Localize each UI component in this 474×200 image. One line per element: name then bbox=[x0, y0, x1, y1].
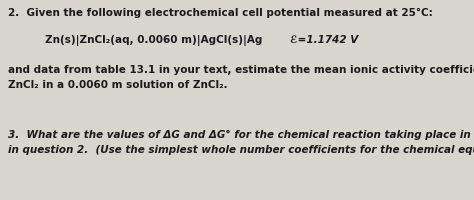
Text: and data from table 13.1 in your text, estimate the mean ionic activity coeffici: and data from table 13.1 in your text, e… bbox=[8, 65, 474, 75]
Text: Zn(s)|ZnCl₂(aq, 0.0060 m)|AgCl(s)|Ag: Zn(s)|ZnCl₂(aq, 0.0060 m)|AgCl(s)|Ag bbox=[45, 35, 263, 46]
Text: ZnCl₂ in a 0.0060 m solution of ZnCl₂.: ZnCl₂ in a 0.0060 m solution of ZnCl₂. bbox=[8, 80, 228, 90]
Text: 3.  What are the values of ΔG and ΔG° for the chemical reaction taking place in : 3. What are the values of ΔG and ΔG° for… bbox=[8, 129, 474, 139]
Text: ℰ=1.1742 V: ℰ=1.1742 V bbox=[290, 35, 358, 45]
Text: 2.  Given the following electrochemical cell potential measured at 25°C:: 2. Given the following electrochemical c… bbox=[8, 8, 433, 18]
Text: in question 2.  (Use the simplest whole number coefficients for the chemical equ: in question 2. (Use the simplest whole n… bbox=[8, 144, 474, 154]
